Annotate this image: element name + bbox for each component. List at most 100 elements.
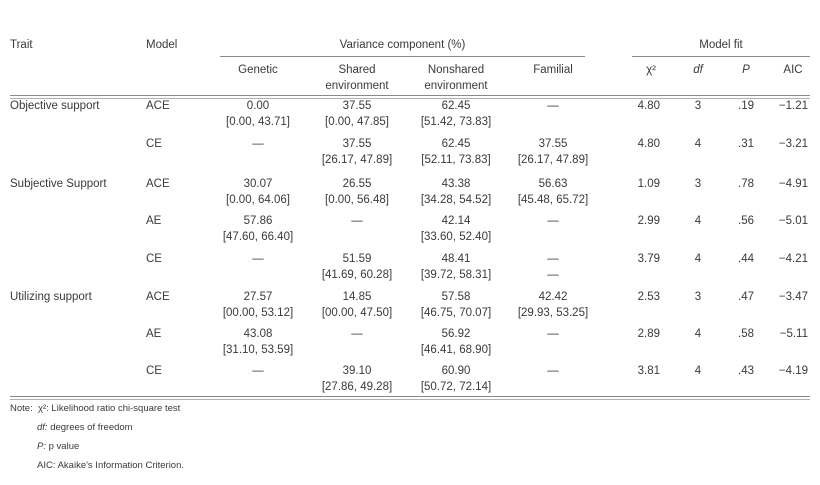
familial-ci: [29.93, 53.25] xyxy=(517,307,589,319)
genetic-value: 30.07 xyxy=(243,178,273,190)
aic-cell: −1.21 xyxy=(778,100,808,112)
nonshared-ci: [46.75, 70.07] xyxy=(420,307,492,319)
p-cell: .19 xyxy=(738,100,754,112)
header-shared-1: Shared xyxy=(338,64,376,76)
p-cell: .43 xyxy=(738,365,754,377)
header-variance-component: Variance component (%) xyxy=(339,39,466,51)
shared-ci: [00.00, 47.50] xyxy=(321,307,393,319)
header-nonshared-1: Nonshared xyxy=(427,64,485,76)
shared-value: 37.55 xyxy=(342,138,372,150)
shared-value: 51.59 xyxy=(342,253,372,265)
header-trait: Trait xyxy=(10,39,33,51)
genetic-value: 27.57 xyxy=(243,291,273,303)
trait-cell: Objective support xyxy=(10,100,100,112)
chi-square-cell: 2.99 xyxy=(637,215,660,227)
genetic-value: — xyxy=(252,253,264,265)
header-model-fit: Model fit xyxy=(699,39,743,51)
familial-value: — xyxy=(547,215,559,227)
aic-cell: −5.01 xyxy=(778,215,808,227)
note-chi: Note: χ²: Likelihood ratio chi-square te… xyxy=(10,403,180,414)
df-cell: 4 xyxy=(694,328,702,340)
shared-value: 37.55 xyxy=(342,100,372,112)
nonshared-ci: [39.72, 58.31] xyxy=(420,269,492,281)
df-cell: 3 xyxy=(694,100,702,112)
p-text: p value xyxy=(45,441,80,452)
familial-ci: — xyxy=(547,269,559,281)
df-cell: 4 xyxy=(694,138,702,150)
header-aic: AIC xyxy=(783,64,803,76)
df-symbol: df: xyxy=(37,422,48,433)
df-text: degrees of freedom xyxy=(47,422,133,433)
nonshared-ci: [33.60, 52.40] xyxy=(420,231,492,243)
model-cell: AE xyxy=(146,328,162,340)
model-cell: ACE xyxy=(146,178,170,190)
nonshared-value: 42.14 xyxy=(441,215,471,227)
shared-value: 26.55 xyxy=(342,178,372,190)
note-aic: AIC: Akaike's Information Criterion. xyxy=(37,460,185,471)
p-cell: .47 xyxy=(738,291,754,303)
aic-cell: −5.11 xyxy=(779,328,808,340)
genetic-ci: [0.00, 43.71] xyxy=(226,116,290,128)
df-cell: 3 xyxy=(694,178,702,190)
model-cell: ACE xyxy=(146,291,170,303)
note-p: P: p value xyxy=(37,441,79,452)
familial-value: 37.55 xyxy=(538,138,568,150)
header-model: Model xyxy=(146,39,178,51)
model-cell: AE xyxy=(146,215,162,227)
familial-value: — xyxy=(547,100,559,112)
note-prefix: Note: xyxy=(10,403,33,414)
aic-cell: −4.21 xyxy=(778,253,808,265)
chi-square-cell: 1.09 xyxy=(637,178,660,190)
header-df: df xyxy=(693,64,703,76)
nonshared-value: 56.92 xyxy=(441,328,471,340)
trait-cell: Utilizing support xyxy=(10,291,92,303)
header-p: P xyxy=(742,64,750,76)
nonshared-value: 48.41 xyxy=(441,253,471,265)
genetic-value: — xyxy=(252,365,264,377)
genetic-value: 0.00 xyxy=(246,100,270,112)
genetic-value: 43.08 xyxy=(243,328,273,340)
df-cell: 4 xyxy=(694,365,702,377)
bottom-rule xyxy=(10,396,810,400)
chi-square-cell: 2.89 xyxy=(637,328,660,340)
nonshared-ci: [50.72, 72.14] xyxy=(420,381,492,393)
aic-cell: −4.19 xyxy=(778,365,808,377)
nonshared-value: 62.45 xyxy=(441,138,471,150)
nonshared-value: 60.90 xyxy=(441,365,471,377)
shared-ci: [27.86, 49.28] xyxy=(321,381,393,393)
aic-cell: −3.21 xyxy=(778,138,808,150)
familial-value: — xyxy=(547,365,559,377)
df-cell: 4 xyxy=(694,215,702,227)
trait-cell: Subjective Support xyxy=(10,178,107,190)
chi-square-cell: 4.80 xyxy=(637,138,660,150)
shared-value: — xyxy=(351,328,363,340)
header-chi-square: χ² xyxy=(646,64,656,76)
nonshared-value: 62.45 xyxy=(441,100,471,112)
chi-text: : Likelihood ratio chi-square test xyxy=(46,403,181,414)
chi-symbol: χ² xyxy=(38,403,47,414)
familial-ci: [26.17, 47.89] xyxy=(517,154,589,166)
familial-value: — xyxy=(547,253,559,265)
genetic-ci: [0.00, 64.06] xyxy=(226,194,290,206)
familial-ci: [45.48, 65.72] xyxy=(517,194,589,206)
shared-value: 39.10 xyxy=(342,365,372,377)
p-cell: .58 xyxy=(738,328,754,340)
p-symbol: P: xyxy=(37,441,46,452)
genetic-value: — xyxy=(252,138,264,150)
familial-value: 56.63 xyxy=(538,178,568,190)
shared-ci: [26.17, 47.89] xyxy=(321,154,393,166)
shared-ci: [41.69, 60.28] xyxy=(321,269,393,281)
model-cell: ACE xyxy=(146,100,170,112)
shared-value: 14.85 xyxy=(342,291,372,303)
model-cell: CE xyxy=(146,365,162,377)
nonshared-ci: [46.41, 68.90] xyxy=(420,344,492,356)
aic-cell: −3.47 xyxy=(778,291,808,303)
variance-underline xyxy=(220,56,585,57)
shared-value: — xyxy=(351,215,363,227)
shared-ci: [0.00, 47.85] xyxy=(325,116,389,128)
familial-value: — xyxy=(547,328,559,340)
familial-value: 42.42 xyxy=(538,291,568,303)
p-cell: .31 xyxy=(738,138,754,150)
p-cell: .44 xyxy=(738,253,754,265)
model-cell: CE xyxy=(146,253,162,265)
